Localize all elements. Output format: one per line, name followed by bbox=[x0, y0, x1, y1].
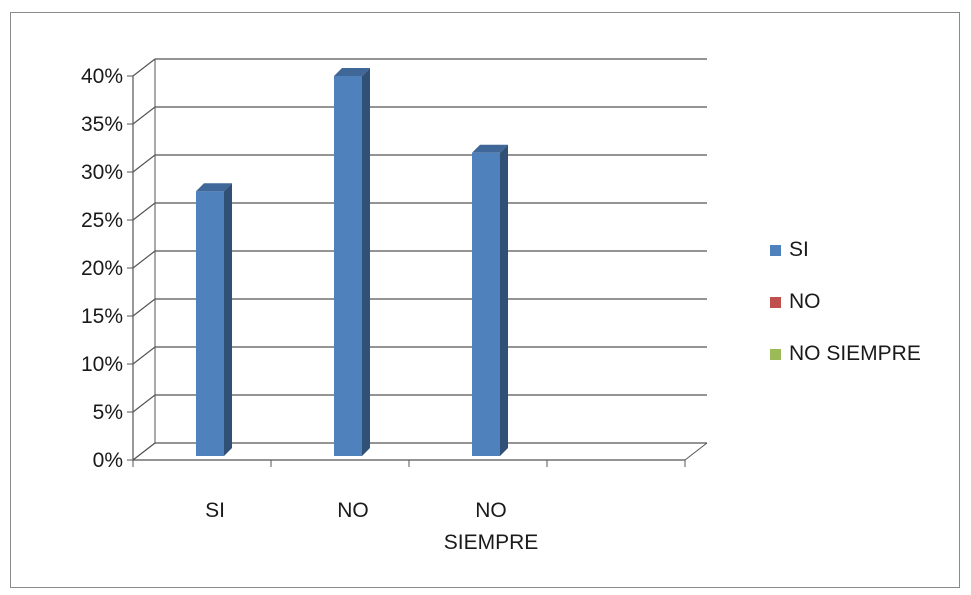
legend-label-si: SI bbox=[789, 238, 809, 261]
gridlines bbox=[127, 58, 707, 461]
bar-top bbox=[196, 183, 232, 192]
gridline-side bbox=[132, 202, 156, 221]
x-axis bbox=[132, 76, 686, 467]
legend: SI NO NO SIEMPRE bbox=[770, 236, 921, 392]
legend-swatch-no-siempre bbox=[770, 348, 781, 360]
legend-label-no: NO bbox=[789, 290, 821, 313]
y-tick-label: 25% bbox=[81, 209, 123, 232]
bar-top bbox=[472, 144, 508, 153]
x-tick-label: SI bbox=[205, 499, 225, 522]
x-tick-label: NO bbox=[475, 499, 507, 522]
y-tick-label: 10% bbox=[81, 353, 123, 376]
bar-side bbox=[362, 68, 370, 456]
legend-swatch-no bbox=[770, 296, 781, 308]
y-tick-label: 40% bbox=[81, 65, 123, 88]
y-tick-label: 35% bbox=[81, 113, 123, 136]
legend-swatch-si bbox=[770, 244, 781, 256]
y-tick-label: 15% bbox=[81, 305, 123, 328]
floor-right-edge bbox=[684, 442, 708, 461]
legend-label-no-siempre: NO SIEMPRE bbox=[789, 342, 921, 365]
legend-item-no: NO bbox=[770, 288, 921, 316]
gridline-side bbox=[132, 394, 156, 413]
x-tick-label: NO bbox=[337, 499, 369, 522]
bars bbox=[196, 68, 508, 457]
bar-side bbox=[500, 144, 508, 457]
y-axis-tick-labels: 0% 5% 10% 15% 20% 25% 30% 35% 40% bbox=[81, 65, 123, 472]
gridline-side bbox=[132, 298, 156, 317]
legend-item-no-siempre: NO SIEMPRE bbox=[770, 340, 921, 368]
bar-front bbox=[472, 152, 500, 457]
gridline-side bbox=[132, 250, 156, 269]
bar-top bbox=[334, 68, 370, 76]
y-tick-label: 20% bbox=[81, 257, 123, 280]
gridline-side bbox=[132, 106, 156, 125]
bar-front bbox=[196, 191, 224, 456]
gridline-side bbox=[132, 58, 156, 77]
gridline-side bbox=[132, 154, 156, 173]
y-tick-label: 30% bbox=[81, 161, 123, 184]
gridline-side bbox=[132, 442, 156, 461]
y-tick-label: 0% bbox=[93, 449, 123, 472]
legend-item-si: SI bbox=[770, 236, 921, 264]
y-tick-label: 5% bbox=[93, 401, 123, 424]
x-tick-label: SIEMPRE bbox=[444, 531, 539, 554]
x-axis-tick-labels: SI NO NO SIEMPRE bbox=[205, 499, 538, 554]
bar-front bbox=[334, 76, 362, 456]
gridline-side bbox=[132, 346, 156, 365]
bar-side bbox=[224, 183, 232, 456]
